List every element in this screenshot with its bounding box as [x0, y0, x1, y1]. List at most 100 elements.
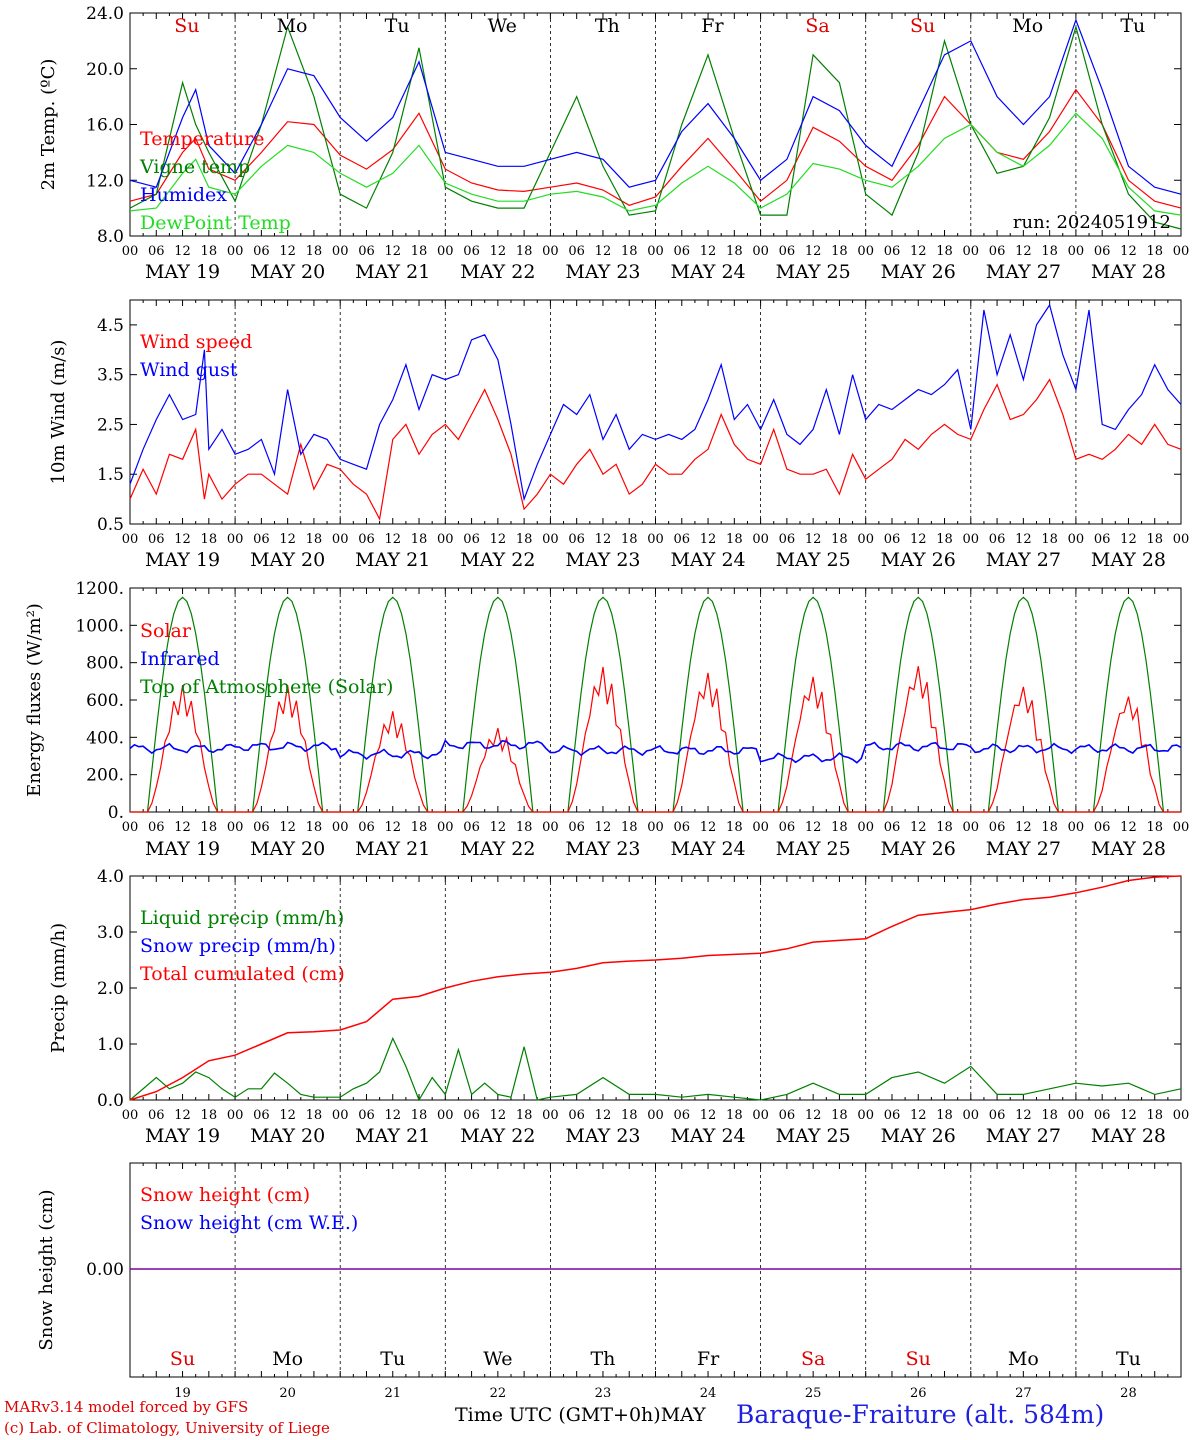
day-number-label: 26	[910, 1386, 927, 1401]
hour-tick-label: 06	[463, 244, 480, 259]
hour-tick-label: 06	[884, 244, 901, 259]
y-axis-title: 2m Temp. (ºC)	[38, 59, 59, 191]
hour-tick-label: 18	[726, 820, 743, 835]
hour-tick-label: 12	[490, 820, 507, 835]
hour-tick-label: 06	[148, 244, 165, 259]
y-axis-title: 10m Wind (m/s)	[48, 340, 69, 485]
hour-tick-label: 06	[779, 532, 796, 547]
hour-tick-label: 18	[1146, 532, 1163, 547]
hour-tick-label: 00	[122, 1108, 139, 1123]
hour-tick-label: 12	[1015, 532, 1032, 547]
hour-tick-label: 06	[568, 1108, 585, 1123]
time-axis-label: Time UTC (GMT+0h)MAY	[455, 1404, 706, 1426]
hour-tick-label: 18	[726, 532, 743, 547]
hour-tick-label: 12	[1120, 820, 1137, 835]
y-tick-label: 1200.	[75, 579, 124, 599]
hour-tick-label: 06	[358, 820, 375, 835]
hour-tick-label: 00	[122, 244, 139, 259]
hour-tick-label: 06	[568, 244, 585, 259]
hour-tick-label: 12	[805, 532, 822, 547]
y-tick-label: 16.0	[86, 116, 124, 136]
hour-tick-label: 06	[1094, 820, 1111, 835]
hour-tick-label: 12	[384, 532, 401, 547]
series-line	[129, 739, 1182, 764]
legend-entry: Humidex	[140, 184, 227, 206]
hour-tick-label: 00	[437, 1108, 454, 1123]
date-label: MAY 26	[881, 838, 956, 860]
hour-tick-label: 06	[989, 820, 1006, 835]
hour-tick-label: 00	[963, 820, 980, 835]
hour-tick-label: 18	[411, 532, 428, 547]
hour-tick-label: 06	[989, 532, 1006, 547]
hour-tick-label: 18	[201, 1108, 218, 1123]
hour-tick-label: 12	[490, 532, 507, 547]
weekday-label: Mo	[1008, 1348, 1039, 1370]
hour-tick-label: 18	[621, 244, 638, 259]
date-label: MAY 28	[1091, 549, 1166, 571]
hour-tick-label: 00	[647, 532, 664, 547]
legend-entry: Vigne temp	[139, 156, 250, 178]
date-label: MAY 24	[670, 549, 745, 571]
hour-tick-label: 18	[831, 1108, 848, 1123]
hour-tick-label: 00	[1173, 532, 1190, 547]
hour-tick-label: 00	[227, 532, 244, 547]
hour-tick-label: 18	[516, 1108, 533, 1123]
hour-tick-label: 06	[463, 1108, 480, 1123]
hour-tick-label: 18	[201, 532, 218, 547]
hour-tick-label: 18	[411, 1108, 428, 1123]
hour-tick-label: 12	[279, 532, 296, 547]
y-tick-label: 3.0	[97, 923, 124, 943]
date-label: MAY 22	[460, 261, 535, 283]
series-line	[130, 666, 1181, 813]
date-label: MAY 19	[145, 261, 220, 283]
hour-tick-label: 00	[332, 1108, 349, 1123]
hour-tick-label: 12	[910, 244, 927, 259]
hour-tick-label: 18	[516, 244, 533, 259]
hour-tick-label: 06	[148, 820, 165, 835]
y-tick-label: 2.0	[97, 979, 124, 999]
series-line	[129, 303, 1182, 502]
date-label: MAY 24	[670, 838, 745, 860]
hour-tick-label: 00	[542, 244, 559, 259]
hour-tick-label: 00	[647, 244, 664, 259]
hour-tick-label: 00	[542, 1108, 559, 1123]
day-number-label: 21	[384, 1386, 401, 1401]
hour-tick-label: 06	[358, 244, 375, 259]
date-label: MAY 21	[355, 1125, 430, 1147]
hour-tick-label: 00	[647, 820, 664, 835]
hour-tick-label: 06	[148, 1108, 165, 1123]
y-tick-label: 200.	[86, 766, 124, 786]
day-number-label: 19	[174, 1386, 191, 1401]
legend-entry: Solar	[140, 620, 192, 642]
legend-entry: Snow height (cm W.E.)	[140, 1212, 358, 1234]
date-label: MAY 19	[145, 838, 220, 860]
day-number-label: 22	[490, 1386, 507, 1401]
hour-tick-label: 12	[700, 820, 717, 835]
lab-credit: (c) Lab. of Climatology, University of L…	[4, 1419, 330, 1437]
hour-tick-label: 18	[936, 244, 953, 259]
hour-tick-label: 06	[463, 532, 480, 547]
hour-tick-label: 06	[463, 820, 480, 835]
hour-tick-label: 18	[1146, 244, 1163, 259]
hour-tick-label: 00	[752, 1108, 769, 1123]
run-label: run: 2024051912	[1013, 212, 1171, 233]
y-axis-title: Energy fluxes (W/m²)	[24, 603, 45, 797]
hour-tick-label: 06	[358, 1108, 375, 1123]
hour-tick-label: 00	[227, 244, 244, 259]
legend-entry: Snow height (cm)	[140, 1184, 310, 1206]
hour-tick-label: 00	[332, 532, 349, 547]
hour-tick-label: 06	[148, 532, 165, 547]
y-tick-label: 800.	[86, 654, 124, 674]
hour-tick-label: 12	[384, 1108, 401, 1123]
hour-tick-label: 06	[779, 1108, 796, 1123]
date-label: MAY 21	[355, 838, 430, 860]
date-label: MAY 27	[986, 838, 1061, 860]
hour-tick-label: 12	[174, 820, 191, 835]
hour-tick-label: 18	[411, 820, 428, 835]
y-tick-label: 4.5	[97, 316, 124, 336]
hour-tick-label: 12	[384, 820, 401, 835]
date-label: MAY 23	[565, 549, 640, 571]
hour-tick-label: 00	[963, 244, 980, 259]
weekday-label: Su	[174, 15, 199, 37]
